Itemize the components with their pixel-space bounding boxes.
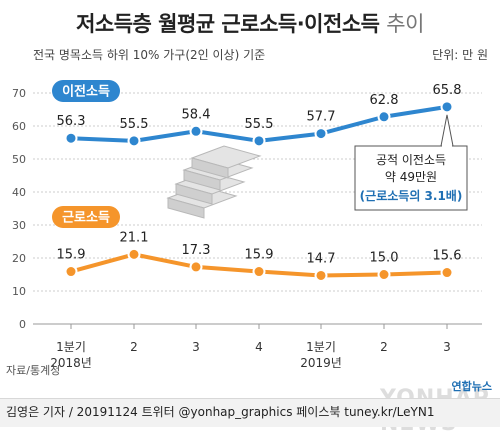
line-chart: 0 10 20 30 40 50 60 70 1분기 2018년 2 3 4 1분기 2019년 2 3 56.3… xyxy=(12,80,482,370)
x-tick-label: 3 xyxy=(443,340,451,354)
data-point xyxy=(127,134,141,148)
y-tick-label: 0 xyxy=(19,318,26,331)
data-label: 56.3 xyxy=(57,114,86,129)
chart-subtitle: 전국 명목소득 하위 10% 가구(2인 이상) 기준 xyxy=(33,48,266,62)
y-tick-label: 40 xyxy=(12,186,26,199)
unit-label: 단위: 만 원 xyxy=(432,48,488,62)
data-label: 15.9 xyxy=(57,248,86,263)
x-tick-label: 3 xyxy=(192,340,200,354)
data-label: 15.9 xyxy=(245,248,274,263)
footer-bar xyxy=(0,398,500,427)
x-tick-label: 2 xyxy=(380,340,388,354)
data-label: 65.8 xyxy=(433,83,462,98)
money-stack-side xyxy=(175,183,213,205)
data-point xyxy=(440,266,454,280)
data-point xyxy=(314,127,328,141)
yonhap-logo: 연합뉴스 xyxy=(451,380,492,393)
y-tick-label: 20 xyxy=(12,252,26,265)
y-tick-label: 60 xyxy=(12,120,26,133)
data-point xyxy=(64,265,78,279)
x-year-label: 2018년 xyxy=(50,356,92,370)
data-label: 62.8 xyxy=(370,93,399,108)
data-point xyxy=(440,100,454,114)
x-tick-label: 1분기 xyxy=(306,340,336,354)
data-point xyxy=(64,131,78,145)
footer-credit: 김영은 기자 / 20191124 트위터 @yonhap_graphics 페… xyxy=(6,405,435,419)
series-badge-label: 근로소득 xyxy=(62,211,110,226)
annotation-pointer xyxy=(440,114,454,147)
data-point xyxy=(377,268,391,281)
chart-page: 저소득층 월평균 근로소득·이전소득 추이 전국 명목소득 하위 10% 가구(… xyxy=(0,12,500,436)
data-label: 17.3 xyxy=(182,243,211,258)
data-label: 55.5 xyxy=(120,117,149,132)
series-badge xyxy=(52,206,120,228)
chart-title: 저소득층 월평균 근로소득·이전소득 추이 xyxy=(76,12,424,36)
annotation-line-3: (근로소득의 3.1배) xyxy=(360,188,463,203)
annotation-line-1: 공적 이전소득 xyxy=(376,153,446,167)
y-tick-label: 50 xyxy=(12,153,26,166)
chart-title-suffix: 추이 xyxy=(386,12,424,36)
annotation-box xyxy=(354,145,468,211)
data-label: 15.0 xyxy=(370,251,399,266)
money-stack-side xyxy=(191,157,229,179)
series-badge xyxy=(52,80,120,102)
data-label: 55.5 xyxy=(245,117,274,132)
data-point xyxy=(127,247,141,261)
y-tick-label: 30 xyxy=(12,219,26,232)
x-tick-label: 4 xyxy=(255,340,263,354)
data-label: 58.4 xyxy=(182,107,211,122)
data-point xyxy=(189,260,203,274)
data-point xyxy=(377,110,391,124)
x-tick-label: 1분기 xyxy=(56,340,86,354)
money-stack-side xyxy=(183,169,221,191)
data-point xyxy=(252,265,266,279)
data-point xyxy=(314,268,328,282)
data-label: 15.6 xyxy=(433,249,462,264)
data-label: 57.7 xyxy=(307,110,336,125)
data-label: 21.1 xyxy=(120,230,149,245)
data-point xyxy=(252,134,266,148)
y-tick-label: 10 xyxy=(12,285,26,298)
data-label: 14.7 xyxy=(307,251,336,266)
money-stack-side xyxy=(167,197,205,219)
annotation-pointer-join xyxy=(442,145,452,148)
source-note: 자료/통계청 xyxy=(6,364,61,377)
x-year-label: 2019년 xyxy=(300,356,342,370)
annotation-line-2: 약 49만원 xyxy=(385,169,437,184)
x-tick-label: 2 xyxy=(130,340,138,354)
data-point xyxy=(189,124,203,138)
y-tick-label: 70 xyxy=(12,87,26,100)
series-badge-label: 이전소득 xyxy=(62,84,110,100)
